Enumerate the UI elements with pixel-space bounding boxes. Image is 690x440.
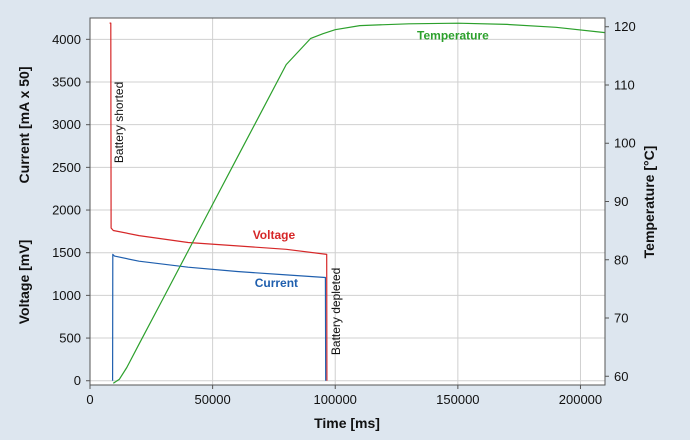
- right-y-tick-label: 100: [614, 136, 636, 151]
- plot-area: [90, 18, 605, 385]
- annotations: Battery shorted Battery depleted: [112, 82, 343, 355]
- x-tick-label: 100000: [314, 392, 357, 407]
- temperature-series-label: Temperature: [417, 28, 489, 42]
- grid-lines: [89, 18, 605, 385]
- data-series: [109, 22, 606, 384]
- current-series-label: Current: [255, 276, 298, 290]
- left-y-tick-label: 0: [74, 373, 81, 388]
- right-y-tick-label: 60: [614, 369, 628, 384]
- right-y-axis-title: Temperature [°C]: [641, 146, 657, 259]
- annotation-label: Battery shorted: [112, 82, 126, 163]
- x-axis-title: Time [ms]: [314, 415, 380, 431]
- left-y-tick-label: 1500: [52, 245, 81, 260]
- x-axis-ticks: 0 50000 100000 150000 200000: [86, 385, 602, 407]
- left-y-tick-label: 4000: [52, 32, 81, 47]
- left-y-tick-label: 500: [59, 331, 81, 346]
- left-y-axis-title-voltage: Voltage [mV]: [16, 240, 32, 325]
- right-y-tick-label: 90: [614, 194, 628, 209]
- right-y-tick-label: 70: [614, 311, 628, 326]
- voltage-line: [109, 22, 328, 381]
- x-tick-label: 150000: [436, 392, 479, 407]
- x-tick-label: 200000: [559, 392, 602, 407]
- x-tick-label: 0: [86, 392, 93, 407]
- left-y-tick-label: 2000: [52, 203, 81, 218]
- annotation-label: Battery depleted: [329, 268, 343, 355]
- series-labels: Voltage Current Temperature: [253, 28, 489, 290]
- temperature-line: [112, 22, 606, 384]
- current-line: [111, 253, 327, 381]
- right-y-tick-label: 110: [614, 77, 635, 92]
- left-y-axis-title-current: Current [mA x 50]: [16, 67, 32, 184]
- left-y-tick-label: 2500: [52, 160, 81, 175]
- left-y-tick-label: 3000: [52, 117, 81, 132]
- right-y-tick-label: 120: [614, 19, 636, 34]
- left-y-axis-ticks: 0 500 1000 1500 2000 2500 3000 3500 4000: [52, 32, 90, 388]
- right-y-tick-label: 80: [614, 252, 628, 267]
- left-y-tick-label: 3500: [52, 75, 81, 90]
- right-y-axis-ticks: 60 70 80 90 100 110 120: [605, 19, 636, 384]
- left-y-tick-label: 1000: [52, 288, 81, 303]
- x-tick-label: 50000: [195, 392, 231, 407]
- voltage-series-label: Voltage: [253, 228, 296, 242]
